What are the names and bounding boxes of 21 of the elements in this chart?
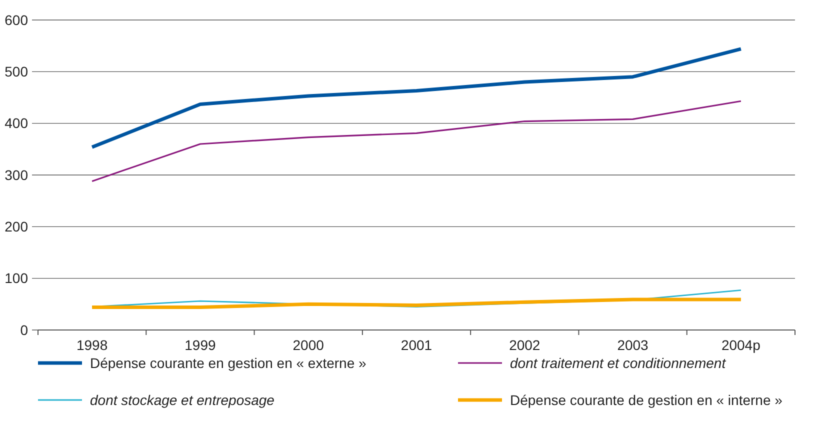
y-tick-label: 600 — [4, 12, 28, 28]
x-tick-label: 2004p — [721, 337, 761, 353]
line-series — [90, 298, 743, 310]
line-series — [91, 100, 742, 182]
x-tick-label: 2001 — [400, 337, 432, 353]
y-tick-label: 300 — [4, 166, 28, 183]
legend-label: dont traitement et conditionnement — [510, 354, 727, 371]
x-tick-label: 2003 — [617, 337, 649, 353]
y-tick-label: 100 — [4, 270, 28, 286]
legend-label: dont stockage et entreposage — [90, 392, 275, 408]
legend-label: Dépense courante de gestion en « interne » — [510, 392, 783, 408]
x-tick-label: 2000 — [292, 337, 324, 353]
y-tick-label: 0 — [20, 322, 28, 338]
y-tick-label: 400 — [4, 115, 28, 132]
x-tick-label: 2002 — [509, 337, 540, 353]
y-tick-label: 200 — [4, 218, 28, 235]
x-tick-label: 1999 — [184, 337, 216, 353]
x-tick-label: 1998 — [76, 337, 108, 353]
y-tick-label: 500 — [4, 64, 28, 80]
legend-label: Dépense courante en gestion en « externe » — [90, 354, 367, 371]
line-series — [90, 47, 743, 149]
